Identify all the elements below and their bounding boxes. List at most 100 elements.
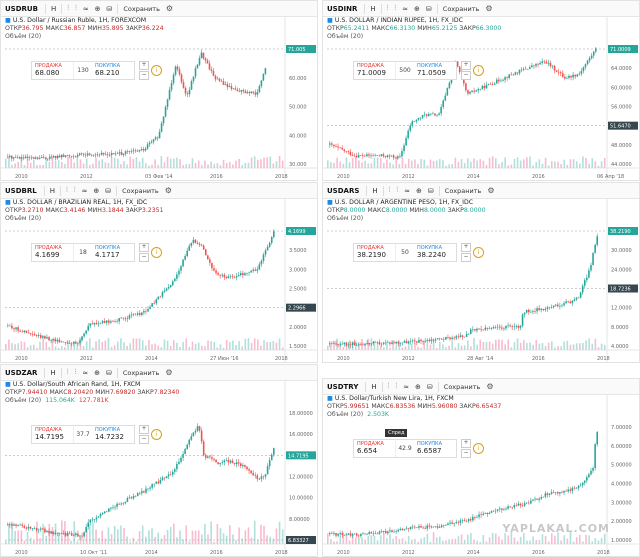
candles-icon[interactable]: ⫶ bbox=[388, 186, 391, 194]
y-tick-label: 7.00000 bbox=[611, 425, 632, 431]
decrease-button[interactable]: − bbox=[461, 449, 471, 458]
candles-icon[interactable]: ⫶ bbox=[386, 4, 389, 12]
chart-panel-usdinr[interactable]: USDINR H ⫶ ⫶ ≈ ⊕ ⛁ Сохранить ⚙ 71.0009 64.0000 60.0… bbox=[322, 0, 640, 181]
bars-icon[interactable]: ⫶ bbox=[73, 186, 76, 194]
compare-icon[interactable]: ⊕ bbox=[415, 382, 421, 391]
buy-button[interactable]: ПОКУПКА 68.210 bbox=[92, 62, 134, 79]
decrease-button[interactable]: − bbox=[139, 71, 149, 80]
interval-button[interactable]: H bbox=[50, 368, 56, 377]
chart-panel-usdbrl[interactable]: USDBRL H ⫶ ⫶ ≈ ⊕ ⛁ Сохранить ⚙ 4.1699 3.5000 3.0000… bbox=[0, 182, 318, 363]
bars-icon[interactable]: ⫶ bbox=[396, 186, 399, 194]
buy-button[interactable]: ПОКУПКА 6.6587 bbox=[414, 440, 456, 457]
increase-button[interactable]: + bbox=[461, 439, 471, 448]
symbol-label[interactable]: USDINR bbox=[327, 4, 358, 13]
candles-icon[interactable]: ⫶ bbox=[66, 368, 69, 376]
buy-button[interactable]: ПОКУПКА 71.0509 bbox=[414, 62, 456, 79]
sell-button[interactable]: ПРОДАЖА 38.2190 bbox=[354, 244, 396, 261]
compare-icon[interactable]: ⊕ bbox=[94, 4, 101, 13]
symbol-label[interactable]: USDTRY bbox=[327, 382, 359, 391]
candles-icon[interactable]: ⫶ bbox=[387, 382, 390, 390]
toolbar-divider bbox=[381, 381, 383, 392]
decrease-button[interactable]: − bbox=[139, 435, 149, 444]
interval-button[interactable]: H bbox=[371, 382, 377, 391]
info-icon[interactable]: i bbox=[151, 247, 162, 258]
sell-button[interactable]: ПРОДАЖА 4.1699 bbox=[32, 244, 74, 261]
spread-value: 37.7 bbox=[76, 431, 90, 438]
symbol-label[interactable]: USDBRL bbox=[5, 186, 37, 195]
indicators-icon[interactable]: ≈ bbox=[402, 4, 409, 13]
save-button[interactable]: Сохранить bbox=[444, 186, 482, 195]
bars-icon[interactable]: ⫶ bbox=[74, 368, 77, 376]
chart-panel-usdars[interactable]: USDARS H ⫶ ⫶ ≈ ⊕ ⛁ Сохранить ⚙ 38.2190 30.0000 24.0… bbox=[322, 182, 640, 363]
info-icon[interactable]: i bbox=[151, 65, 162, 76]
templates-icon[interactable]: ⛁ bbox=[106, 4, 113, 13]
info-icon[interactable]: i bbox=[473, 443, 484, 454]
indicators-icon[interactable]: ≈ bbox=[82, 4, 89, 13]
buy-button[interactable]: ПОКУПКА 4.1717 bbox=[92, 244, 134, 261]
gear-icon[interactable]: ⚙ bbox=[164, 186, 172, 195]
symbol-label[interactable]: USDARS bbox=[327, 186, 360, 195]
bars-icon[interactable]: ⫶ bbox=[395, 382, 398, 390]
decrease-button[interactable]: − bbox=[461, 71, 471, 80]
chart-panel-usdrub[interactable]: USDRUB H ⫶ ⫶ ≈ ⊕ ⛁ Сохранить ⚙ 71.005 60.000 50.000… bbox=[0, 0, 318, 181]
indicators-icon[interactable]: ≈ bbox=[404, 186, 411, 195]
compare-icon[interactable]: ⊕ bbox=[94, 368, 100, 377]
increase-button[interactable]: + bbox=[461, 61, 471, 70]
gear-icon[interactable]: ⚙ bbox=[487, 186, 495, 195]
increase-button[interactable]: + bbox=[139, 243, 149, 252]
gear-icon[interactable]: ⚙ bbox=[165, 4, 174, 13]
save-button[interactable]: Сохранить bbox=[443, 382, 481, 391]
gear-icon[interactable]: ⚙ bbox=[485, 4, 493, 13]
save-button[interactable]: Сохранить bbox=[122, 368, 160, 377]
decrease-button[interactable]: − bbox=[139, 253, 149, 262]
increase-button[interactable]: + bbox=[461, 243, 471, 252]
save-button[interactable]: Сохранить bbox=[442, 4, 480, 13]
save-button[interactable]: Сохранить bbox=[123, 4, 160, 13]
info-icon[interactable]: i bbox=[473, 65, 484, 76]
save-button[interactable]: Сохранить bbox=[122, 186, 159, 195]
templates-icon[interactable]: ⛁ bbox=[427, 186, 434, 195]
templates-icon[interactable]: ⛁ bbox=[425, 4, 432, 13]
chart-panel-usdtry[interactable]: USDTRY H ⫶ ⫶ ≈ ⊕ ⛁ Сохранить ⚙ 7.00000 6.00000 5.00… bbox=[322, 378, 640, 557]
gear-icon[interactable]: ⚙ bbox=[165, 368, 173, 377]
compare-icon[interactable]: ⊕ bbox=[414, 4, 420, 13]
info-icon[interactable]: i bbox=[151, 429, 162, 440]
volume-bar bbox=[36, 165, 38, 168]
series-color-swatch: ■ bbox=[327, 395, 335, 402]
bars-icon[interactable]: ⫶ bbox=[394, 4, 397, 12]
templates-icon[interactable]: ⛁ bbox=[426, 382, 433, 391]
templates-icon[interactable]: ⛁ bbox=[105, 368, 112, 377]
interval-button[interactable]: H bbox=[49, 186, 55, 195]
sell-button[interactable]: ПРОДАЖА 14.7195 bbox=[32, 426, 74, 443]
interval-button[interactable]: H bbox=[372, 186, 378, 195]
gear-icon[interactable]: ⚙ bbox=[486, 382, 494, 391]
buy-button[interactable]: ПОКУПКА 38.2240 bbox=[414, 244, 456, 261]
sell-button[interactable]: ПРОДАЖА 6.654 bbox=[354, 440, 396, 457]
candle-body bbox=[339, 147, 341, 149]
chart-panel-usdzar[interactable]: USDZAR H ⫶ ⫶ ≈ ⊕ ⛁ Сохранить ⚙ 18.00000 16.00000 14… bbox=[0, 364, 318, 557]
interval-button[interactable]: H bbox=[50, 4, 57, 13]
buy-button[interactable]: ПОКУПКА 14.7232 bbox=[92, 426, 134, 443]
volume-bar bbox=[333, 341, 335, 350]
volume-bar bbox=[272, 340, 275, 350]
indicators-icon[interactable]: ≈ bbox=[81, 186, 88, 195]
candles-icon[interactable]: ⫶ bbox=[67, 4, 69, 12]
sell-button[interactable]: ПРОДАЖА 68.080 bbox=[32, 62, 74, 79]
indicators-icon[interactable]: ≈ bbox=[403, 382, 410, 391]
sell-button[interactable]: ПРОДАЖА 71.0009 bbox=[354, 62, 396, 79]
indicators-icon[interactable]: ≈ bbox=[82, 368, 89, 377]
info-icon[interactable]: i bbox=[473, 247, 484, 258]
bars-icon[interactable]: ⫶ bbox=[74, 4, 77, 12]
decrease-button[interactable]: − bbox=[461, 253, 471, 262]
increase-button[interactable]: + bbox=[139, 61, 149, 70]
compare-icon[interactable]: ⊕ bbox=[416, 186, 422, 195]
volume-bar bbox=[166, 340, 169, 350]
increase-button[interactable]: + bbox=[139, 425, 149, 434]
volume-bar bbox=[327, 345, 329, 350]
symbol-label[interactable]: USDRUB bbox=[5, 4, 38, 13]
symbol-label[interactable]: USDZAR bbox=[5, 368, 38, 377]
interval-button[interactable]: H bbox=[370, 4, 376, 13]
compare-icon[interactable]: ⊕ bbox=[93, 186, 100, 195]
templates-icon[interactable]: ⛁ bbox=[105, 186, 112, 195]
candles-icon[interactable]: ⫶ bbox=[66, 186, 68, 194]
